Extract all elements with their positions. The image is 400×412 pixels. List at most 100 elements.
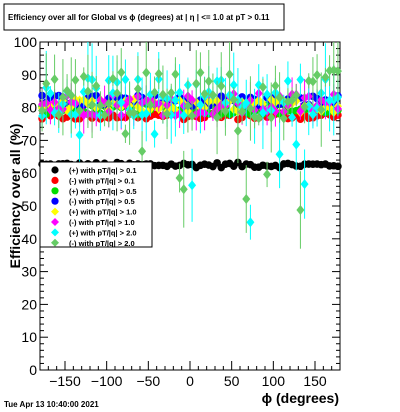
y-tick-label: 30 (21, 264, 37, 280)
legend-marker (51, 207, 59, 216)
legend-marker (51, 166, 59, 174)
x-tick-label: 100 (262, 373, 286, 389)
data-point (171, 94, 180, 105)
chart-title-box: Efficiency over all for Global vs ϕ (deg… (3, 3, 285, 31)
data-point (171, 69, 180, 80)
data-point (175, 87, 184, 98)
data-point (258, 82, 267, 93)
data-point (75, 129, 84, 140)
data-point (167, 87, 176, 98)
x-tick-label: 50 (224, 373, 240, 389)
data-point (263, 169, 272, 180)
legend-marker (51, 176, 59, 184)
data-point (117, 97, 126, 108)
data-point (225, 69, 234, 80)
data-point (117, 67, 126, 78)
data-point (163, 108, 172, 119)
data-point (200, 88, 209, 99)
data-point (158, 89, 167, 100)
legend-box (39, 161, 153, 248)
x-tick-label: −50 (136, 373, 160, 389)
data-point (217, 81, 226, 92)
data-point (113, 88, 122, 99)
legend-marker (51, 238, 59, 247)
data-point (242, 194, 251, 205)
data-point (333, 66, 342, 77)
legend-label: (-) with pT/|q| > 0.5 (69, 197, 135, 206)
y-tick-label: 10 (21, 329, 37, 345)
data-point (179, 110, 188, 121)
data-point (271, 80, 280, 91)
data-point (188, 95, 197, 106)
data-point (283, 76, 292, 87)
data-point (88, 99, 97, 110)
data-point (254, 113, 263, 124)
data-point (321, 72, 330, 83)
legend: (+) with pT/|q| > 0.1 (-) with pT/|q| > 0… (39, 161, 153, 248)
data-point (54, 109, 63, 120)
data-point (288, 95, 297, 106)
data-point (104, 98, 113, 109)
chart-title: Efficiency over all for Global vs ϕ (deg… (8, 13, 270, 22)
data-point (42, 78, 51, 89)
data-point (179, 184, 188, 195)
y-tick-label: 40 (21, 231, 37, 247)
data-point (50, 74, 59, 85)
data-point (100, 110, 109, 121)
data-point (233, 125, 242, 136)
legend-marker (51, 218, 59, 226)
data-point (92, 80, 101, 91)
legend-marker (51, 228, 59, 237)
y-tick-label: 20 (21, 296, 37, 312)
data-point (150, 87, 159, 98)
legend-label: (+) with pT/|q| > 0.1 (69, 166, 137, 175)
y-tick-label: 90 (21, 67, 37, 83)
data-point (71, 75, 80, 86)
x-tick-label: −100 (91, 373, 123, 389)
data-point (246, 103, 255, 114)
data-point (275, 149, 284, 160)
legend-marker (51, 197, 59, 205)
data-point (46, 88, 55, 99)
legend-label: (+) with pT/|q| > 0.5 (69, 187, 137, 196)
data-point (267, 112, 276, 123)
x-tick-label: −150 (49, 373, 81, 389)
data-point (188, 110, 197, 121)
data-point (58, 92, 67, 103)
y-tick-label: 50 (21, 198, 37, 214)
data-point (83, 86, 92, 97)
data-point (263, 89, 272, 100)
data-point (288, 112, 297, 123)
data-point (313, 69, 322, 80)
data-point (213, 112, 222, 123)
data-point (275, 92, 284, 103)
data-point (334, 162, 342, 171)
x-tick-label: 0 (186, 373, 194, 389)
y-tick-label: 80 (21, 100, 37, 116)
legend-label: (-) with pT/|q| > 1.0 (69, 218, 135, 227)
data-point (296, 74, 305, 85)
data-point (196, 99, 205, 110)
legend-label: (+) with pT/|q| > 2.0 (69, 228, 137, 237)
legend-marker (51, 187, 59, 195)
data-point (296, 204, 305, 215)
data-point (133, 83, 142, 94)
data-point (292, 90, 301, 101)
y-axis-title: Efficiency over all (%) (7, 124, 23, 269)
data-point (121, 74, 130, 85)
legend-label: (-) with pT/|q| > 2.0 (69, 239, 135, 248)
data-point (229, 94, 238, 105)
data-point (188, 180, 197, 191)
data-point (229, 79, 238, 90)
y-tick-label: 100 (14, 34, 38, 50)
data-point (79, 71, 88, 82)
y-tick-label: 60 (21, 165, 37, 181)
y-tick-label: 70 (21, 132, 37, 148)
data-point (142, 67, 151, 78)
axes: 0 10 20 30 40 50 60 70 80 90 100 −150 −100 −50 0 50 100 1… (14, 34, 341, 389)
data-point (121, 128, 130, 139)
series-7 (38, 42, 342, 249)
data-point (154, 68, 163, 79)
data-point (138, 146, 147, 157)
data-point (258, 107, 267, 118)
